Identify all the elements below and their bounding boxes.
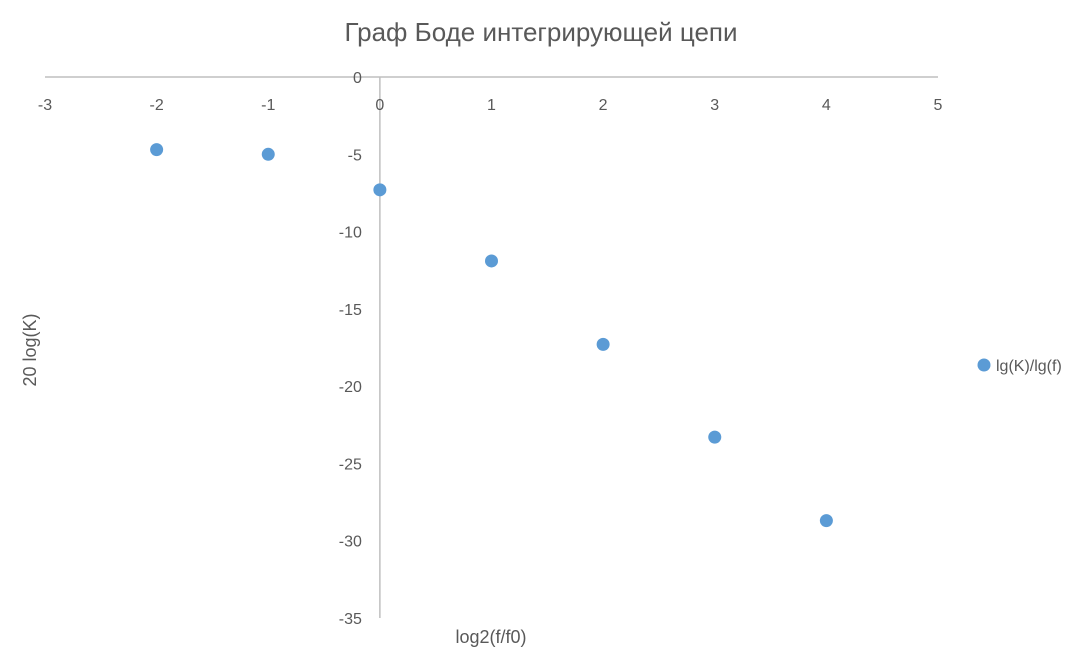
- y-axis-ticks: 0 -5 -10 -15 -20 -25 -30 -35: [339, 70, 362, 628]
- y-tick-label: 0: [353, 70, 362, 87]
- series-points: [150, 143, 833, 528]
- x-tick-label: -3: [38, 97, 52, 114]
- y-tick-label: -10: [339, 225, 362, 242]
- x-tick-label: 3: [710, 97, 719, 114]
- y-tick-label: -25: [339, 456, 362, 473]
- x-tick-label: 2: [599, 97, 608, 114]
- legend-label: lg(K)/lg(f): [996, 358, 1062, 375]
- x-tick-label: 5: [934, 97, 943, 114]
- x-tick-label: -2: [150, 97, 164, 114]
- chart-title: Граф Боде интегрирующей цепи: [344, 17, 737, 47]
- data-point: [485, 254, 498, 268]
- y-tick-label: -35: [339, 611, 362, 628]
- y-axis-title: 20 log(K): [20, 313, 40, 386]
- data-point: [261, 147, 275, 161]
- data-point: [150, 143, 164, 157]
- data-point: [708, 430, 722, 444]
- legend: lg(K)/lg(f): [977, 358, 1062, 375]
- x-axis-title: log2(f/f0): [455, 627, 526, 647]
- data-point: [373, 183, 387, 197]
- y-tick-label: -5: [348, 147, 362, 164]
- y-tick-label: -15: [339, 302, 362, 319]
- legend-marker: [977, 358, 991, 372]
- y-tick-label: -20: [339, 379, 362, 396]
- data-point: [596, 337, 610, 351]
- axes: -3 -2 -1 0 1 2 3 4 5 0-5-10-15-20-25-30-35: [38, 70, 943, 628]
- x-tick-label: 4: [822, 97, 831, 114]
- x-axis-ticks: -3 -2 -1 0 1 2 3 4 5: [38, 97, 943, 114]
- x-tick-label: -1: [261, 97, 275, 114]
- y-tick-label: -30: [339, 534, 362, 551]
- x-tick-label: 0: [375, 97, 384, 114]
- x-tick-label: 1: [487, 97, 496, 114]
- data-point: [819, 514, 833, 528]
